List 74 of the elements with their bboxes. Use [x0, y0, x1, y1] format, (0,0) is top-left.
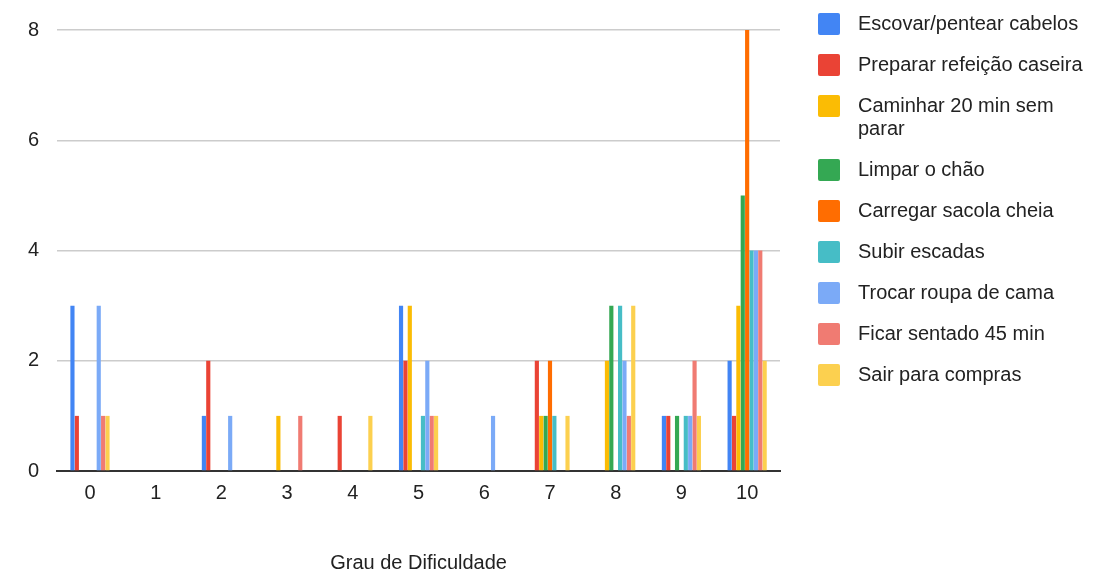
bar: [753, 250, 758, 471]
bar: [201, 415, 206, 471]
x-tick-label: 8: [610, 480, 622, 503]
bar: [609, 305, 614, 471]
bar: [105, 415, 110, 471]
bar: [368, 415, 373, 471]
x-tick-label: 10: [736, 480, 759, 503]
bar: [429, 415, 434, 471]
x-tick-label: 4: [347, 480, 359, 503]
bar: [434, 415, 439, 471]
bar: [618, 305, 623, 471]
bar: [407, 305, 412, 471]
bar: [762, 360, 767, 471]
y-tick-label: 0: [28, 458, 40, 481]
bar: [70, 305, 75, 471]
bar: [420, 415, 426, 471]
bar: [666, 415, 671, 471]
bar: [539, 415, 544, 471]
y-tick-label: 2: [28, 348, 40, 371]
bar: [276, 415, 281, 471]
bar: [96, 305, 101, 471]
bar: [736, 305, 741, 471]
bar: [696, 415, 702, 471]
x-axis-title: Grau de Dificuldade: [330, 550, 507, 573]
bar: [626, 415, 631, 471]
bar: [758, 250, 763, 471]
legend-label: Sair para compras: [858, 363, 1022, 386]
bar: [745, 30, 750, 471]
bar: [604, 360, 610, 471]
legend-label: Limpar o chão: [858, 158, 985, 181]
bar: [565, 415, 570, 471]
x-tick-label: 5: [413, 480, 425, 503]
legend-label: Ficar sentado 45 min: [858, 322, 1045, 345]
legend-label: Carregar sacola cheia: [858, 199, 1054, 222]
bar: [731, 415, 737, 471]
bar: [661, 415, 666, 471]
legend-label: Subir escadas: [858, 240, 985, 263]
bar: [683, 415, 688, 471]
x-tick-label: 2: [215, 480, 227, 503]
bar: [749, 250, 754, 471]
bar: [490, 415, 496, 471]
bar: [674, 415, 680, 471]
bar: [337, 415, 342, 471]
bar: [403, 360, 408, 471]
x-tick-label: 6: [478, 480, 490, 503]
bar: [552, 415, 557, 471]
x-tick-label: 9: [675, 480, 687, 503]
bar: [740, 195, 745, 471]
bar: [622, 360, 627, 471]
y-tick-label: 4: [28, 238, 40, 261]
bar: [228, 415, 233, 471]
bar: [74, 415, 79, 471]
x-tick-label: 0: [84, 480, 96, 503]
y-tick-label: 8: [28, 17, 40, 40]
bar: [101, 415, 106, 471]
legend-label: Preparar refeição caseira: [858, 53, 1083, 76]
bar: [298, 415, 303, 471]
bar: [727, 360, 732, 471]
x-tick-label: 3: [281, 480, 293, 503]
bar: [547, 360, 553, 471]
bar: [534, 360, 539, 471]
legend-label: Escovar/pentear cabelos: [858, 12, 1079, 35]
legend-label: Caminhar 20 min sem parar: [858, 94, 1055, 140]
legend-label: Trocar roupa de cama: [858, 281, 1055, 304]
y-tick-label: 6: [28, 127, 40, 150]
bar: [425, 360, 430, 471]
bar: [543, 415, 548, 471]
bar: [692, 360, 697, 471]
bar: [206, 360, 211, 471]
bar: [631, 305, 636, 471]
bar: [398, 305, 404, 471]
x-tick-label: 1: [150, 480, 162, 503]
bar: [688, 415, 693, 471]
x-tick-label: 7: [544, 480, 556, 503]
